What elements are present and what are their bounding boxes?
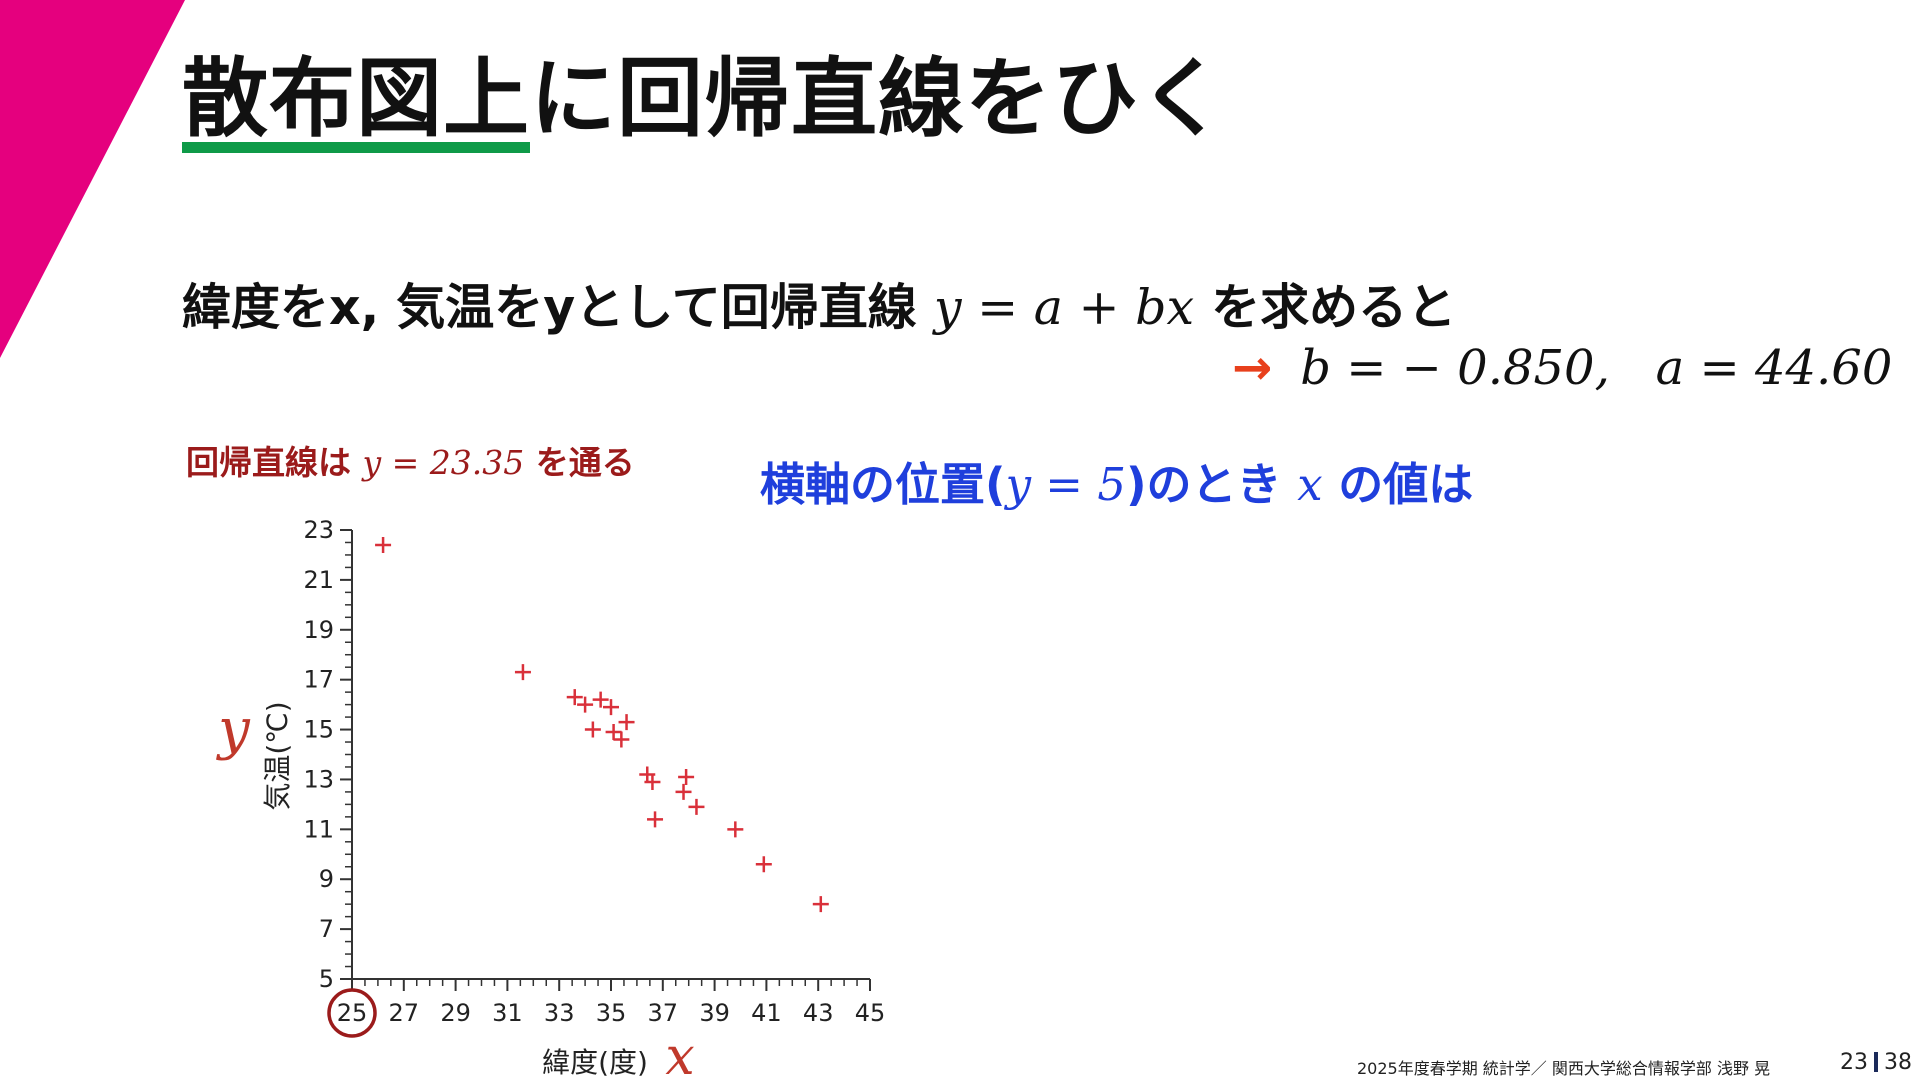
data-point <box>603 699 619 716</box>
result-arrow: → <box>1232 340 1273 396</box>
data-point <box>605 724 622 741</box>
x-tick-label: 25 <box>337 999 368 1027</box>
data-point <box>678 768 695 785</box>
y-axis-variable: y <box>215 697 251 762</box>
note-right-equation: y = 5 <box>1005 458 1126 511</box>
x-tick-label: 37 <box>648 999 679 1027</box>
y-tick-label: 7 <box>319 915 334 943</box>
footer-course-info: 2025年度春学期 統計学／ 関西大学総合情報学部 浅野 晃 <box>1357 1059 1771 1078</box>
x-tick-label: 29 <box>440 999 471 1027</box>
x-tick-label: 45 <box>855 999 886 1027</box>
x-tick-label: 39 <box>699 999 730 1027</box>
data-point <box>592 691 609 708</box>
magenta-corner-accent <box>0 0 185 358</box>
data-point <box>566 689 583 706</box>
data-point <box>613 731 630 748</box>
data-point <box>644 773 661 790</box>
highlight-circle <box>327 988 377 1038</box>
data-point <box>584 721 601 738</box>
y-axis-label: 気温(℃) <box>261 701 294 810</box>
y-tick-label: 5 <box>319 965 334 993</box>
page-total: 38 <box>1884 1050 1912 1075</box>
note-right-middle: )のとき <box>1125 458 1298 511</box>
data-point <box>727 821 744 838</box>
data-point <box>577 696 594 713</box>
y-tick-label: 17 <box>303 666 334 694</box>
regression-equation: y = a + bx <box>933 279 1195 336</box>
note-left-equation: y = 23.35 <box>362 443 525 482</box>
y-tick-label: 9 <box>319 865 334 893</box>
note-right-prefix: 横軸の位置( <box>760 458 1006 511</box>
note-left-prefix: 回帰直線は <box>186 443 363 482</box>
y-tick-label: 11 <box>303 815 334 843</box>
y-tick-label: 23 <box>303 516 334 544</box>
data-point <box>618 714 635 731</box>
x-axis-label: 緯度(度) <box>542 1046 648 1079</box>
data-point <box>688 798 705 815</box>
x-axis-variable: x <box>665 1027 694 1080</box>
x-tick-label: 27 <box>389 999 420 1027</box>
title-underline <box>182 142 530 153</box>
x-tick-label: 31 <box>492 999 523 1027</box>
intro-suffix: を求めると <box>1194 279 1457 336</box>
data-point <box>675 783 692 800</box>
data-point <box>647 811 664 828</box>
coef-a: a = 44.60 <box>1655 340 1893 396</box>
x-tick-label: 35 <box>596 999 627 1027</box>
y-tick-label: 21 <box>303 566 334 594</box>
data-point <box>812 896 829 913</box>
coefficient-result: → b = − 0.850, a = 44.60 <box>1232 340 1892 396</box>
x-tick-label: 43 <box>803 999 834 1027</box>
data-point <box>375 536 392 553</box>
y-tick-label: 15 <box>303 716 334 744</box>
note-right-suffix: の値は <box>1322 458 1474 511</box>
x-at-axis-question: 横軸の位置(y = 5)のとき x の値は <box>760 448 1473 513</box>
data-point <box>514 664 531 681</box>
y-tick-label: 13 <box>303 765 334 793</box>
line-passes-note: 回帰直線は y = 23.35 を通る <box>186 436 635 484</box>
page-separator <box>1874 1052 1878 1072</box>
page-current: 23 <box>1840 1050 1868 1075</box>
data-point <box>755 856 772 873</box>
page-number: 23 38 <box>1840 1050 1912 1075</box>
note-left-suffix: を通る <box>524 443 635 482</box>
x-tick-label: 41 <box>751 999 782 1027</box>
regression-intro-text: 緯度をx, 気温をyとして回帰直線 y = a + bx を求めると <box>182 268 1456 339</box>
slide-title: 散布図上に回帰直線をひく <box>182 49 1226 149</box>
intro-prefix: 緯度をx, 気温をyとして回帰直線 <box>182 279 934 336</box>
note-right-var: x <box>1297 458 1323 511</box>
y-tick-label: 19 <box>303 616 334 644</box>
coef-b: b = − 0.850, <box>1300 340 1610 396</box>
x-tick-label: 33 <box>544 999 575 1027</box>
